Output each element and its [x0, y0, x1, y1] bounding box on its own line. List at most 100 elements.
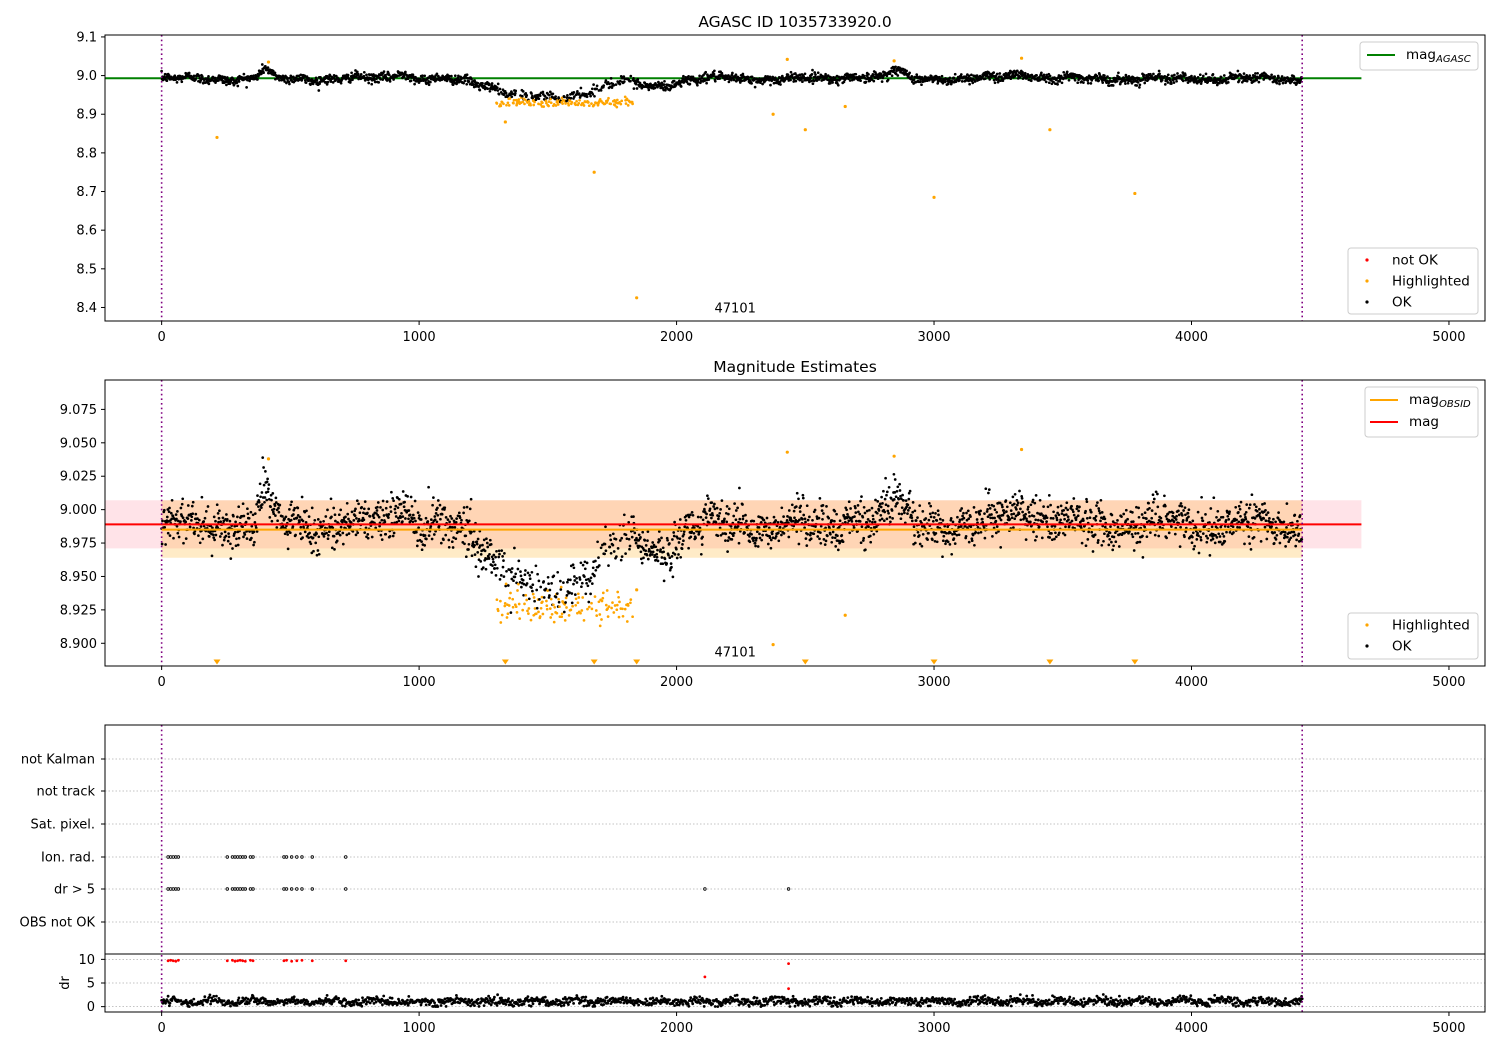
data-point — [1176, 72, 1179, 75]
data-point — [585, 95, 589, 99]
data-point — [1096, 501, 1099, 504]
data-point — [198, 541, 202, 545]
data-point — [161, 519, 164, 523]
data-point — [451, 83, 455, 87]
data-point — [494, 574, 498, 577]
data-point — [894, 65, 897, 69]
data-point — [705, 81, 708, 85]
data-point — [752, 519, 756, 523]
data-point — [560, 612, 564, 616]
data-point — [868, 519, 872, 523]
data-point — [418, 514, 421, 517]
data-point — [880, 517, 884, 521]
data-point — [261, 456, 265, 459]
data-point — [778, 525, 782, 529]
data-point — [407, 517, 410, 521]
data-point — [598, 97, 602, 101]
data-point — [573, 593, 577, 596]
data-point — [689, 513, 692, 517]
data-point — [246, 512, 250, 516]
data-point — [1024, 512, 1027, 516]
data-point — [1073, 78, 1077, 82]
data-point — [554, 95, 557, 98]
data-point — [616, 547, 620, 550]
data-point — [710, 516, 713, 520]
data-point — [358, 511, 362, 515]
highlighted-point-0 — [215, 135, 219, 140]
data-point — [376, 501, 380, 504]
data-point — [703, 507, 706, 511]
data-point — [523, 102, 526, 106]
data-point — [614, 83, 618, 86]
data-point — [615, 603, 619, 607]
data-point — [276, 519, 279, 523]
data-point — [427, 485, 430, 489]
data-point — [928, 512, 932, 516]
data-point — [555, 611, 559, 615]
data-point — [575, 99, 578, 103]
data-point — [1129, 525, 1133, 528]
data-point — [1270, 73, 1273, 77]
data-point — [1029, 79, 1033, 83]
data-point — [656, 559, 660, 563]
data-point — [393, 507, 397, 511]
data-point — [617, 615, 621, 619]
data-point — [548, 607, 552, 610]
ytick-label-3: 8.7 — [76, 185, 97, 200]
data-point — [897, 497, 901, 501]
data-point — [646, 539, 649, 542]
data-point — [535, 588, 539, 592]
data-point — [317, 89, 321, 92]
data-point — [935, 519, 939, 522]
data-point — [842, 80, 846, 84]
data-point — [615, 98, 619, 102]
data-point — [992, 504, 996, 508]
data-point — [1002, 509, 1006, 512]
data-point — [1075, 507, 1079, 511]
data-point — [538, 598, 541, 601]
data-point — [1275, 81, 1279, 85]
data-point — [1103, 532, 1106, 536]
data-point — [720, 71, 724, 75]
data-point — [298, 520, 301, 524]
data-point — [618, 79, 622, 83]
data-point — [900, 512, 904, 516]
data-point — [521, 608, 525, 612]
data-point — [579, 86, 583, 90]
data-point — [604, 549, 608, 553]
data-point — [1062, 508, 1066, 512]
data-point — [673, 553, 677, 556]
data-point — [611, 601, 614, 604]
data-point — [1126, 81, 1130, 85]
data-point — [277, 506, 280, 510]
data-point — [317, 552, 321, 556]
data-point — [186, 504, 190, 507]
data-point — [1154, 512, 1157, 516]
data-point — [604, 603, 608, 607]
data-point — [805, 544, 809, 547]
ytick-label-1: 8.5 — [76, 262, 97, 277]
data-point — [563, 619, 567, 622]
data-point — [1145, 517, 1148, 520]
data-point — [892, 472, 896, 476]
data-point — [1072, 76, 1076, 80]
data-point — [246, 507, 249, 511]
data-point — [885, 493, 888, 497]
data-point — [234, 520, 237, 524]
data-point — [485, 541, 489, 545]
data-point — [539, 103, 543, 106]
data-point — [918, 80, 922, 84]
data-point — [690, 530, 694, 534]
data-point — [1222, 74, 1226, 77]
data-point — [1008, 501, 1012, 505]
data-point — [1148, 506, 1151, 510]
data-point — [501, 565, 505, 569]
data-point — [970, 539, 974, 543]
panel-magnitude-estimates: Magnitude Estimates471018.9008.9258.9508… — [60, 358, 1486, 690]
data-point — [1015, 503, 1019, 507]
data-point — [589, 576, 593, 580]
data-point — [882, 519, 886, 523]
data-point — [427, 83, 431, 87]
data-point — [309, 542, 313, 546]
data-point — [1117, 545, 1121, 548]
